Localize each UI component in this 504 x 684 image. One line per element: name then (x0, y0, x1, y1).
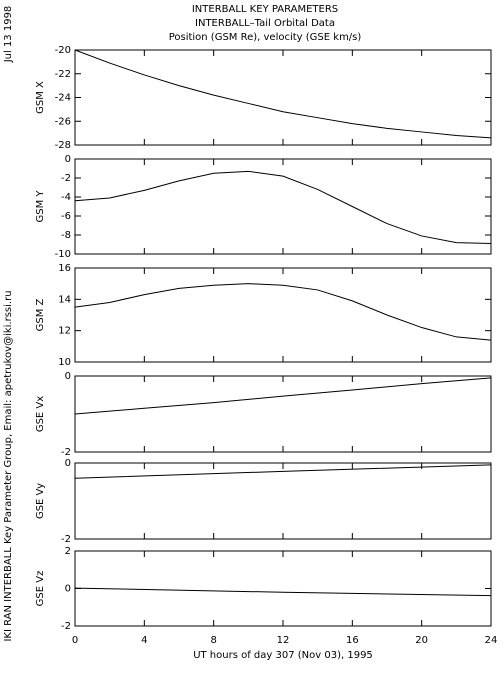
title-line: Position (GSM Re), velocity (GSE km/s) (169, 32, 362, 43)
data-line (74, 464, 492, 479)
credit-note: IKI RAN INTERBALL Key Parameter Group, E… (3, 290, 14, 641)
y-tick-label: -24 (55, 93, 71, 104)
x-tick-label: 24 (485, 635, 498, 646)
data-line (74, 283, 492, 341)
plot-frame (74, 462, 492, 540)
y-tick-label: -2 (61, 621, 71, 632)
x-tick-label: 4 (141, 635, 147, 646)
x-tick-label: 16 (346, 635, 359, 646)
y-tick-label: -4 (61, 192, 71, 203)
y-tick-label: -8 (61, 230, 71, 241)
y-tick-label: 0 (65, 371, 71, 382)
y-axis-label: GSM Y (35, 190, 46, 223)
x-tick-label: 12 (277, 635, 290, 646)
plot-frame (74, 550, 492, 627)
y-tick-label: -28 (55, 140, 71, 151)
title-line: INTERBALL–Tail Orbital Data (195, 18, 335, 29)
title-line: INTERBALL KEY PARAMETERS (192, 4, 338, 15)
y-tick-label: 10 (58, 357, 71, 368)
y-tick-label: -20 (55, 45, 71, 56)
y-tick-label: 14 (58, 294, 71, 305)
y-axis-label: GSE Vx (35, 396, 46, 432)
y-tick-label: 2 (65, 546, 71, 557)
y-tick-label: 16 (58, 263, 71, 274)
x-tick-label: 0 (72, 635, 78, 646)
y-tick-label: 0 (65, 154, 71, 165)
y-tick-label: 12 (58, 326, 71, 337)
y-tick-label: -22 (55, 69, 71, 80)
y-axis-label: GSE Vy (35, 483, 46, 519)
plot-frame (74, 267, 492, 363)
data-line (74, 49, 492, 139)
x-tick-label: 8 (210, 635, 216, 646)
y-tick-label: 0 (65, 458, 71, 469)
y-axis-label: GSM Z (35, 298, 46, 331)
y-tick-label: -10 (55, 249, 71, 260)
plot-frame (74, 158, 492, 255)
y-tick-label: -2 (61, 173, 71, 184)
y-tick-label: -2 (61, 534, 71, 545)
y-tick-label: -26 (55, 116, 71, 127)
data-line (74, 377, 492, 415)
plot-frame (74, 49, 492, 146)
data-line (74, 170, 492, 245)
plot-frame (74, 375, 492, 453)
y-tick-label: -6 (61, 211, 71, 222)
x-tick-label: 20 (415, 635, 428, 646)
x-axis-label: UT hours of day 307 (Nov 03), 1995 (193, 650, 373, 661)
y-tick-label: 0 (65, 584, 71, 595)
data-line (74, 587, 492, 597)
y-axis-label: GSM X (35, 81, 46, 114)
date-note: Jul 13 1998 (3, 6, 14, 64)
y-tick-label: -2 (61, 447, 71, 458)
y-axis-label: GSE Vz (35, 571, 46, 607)
